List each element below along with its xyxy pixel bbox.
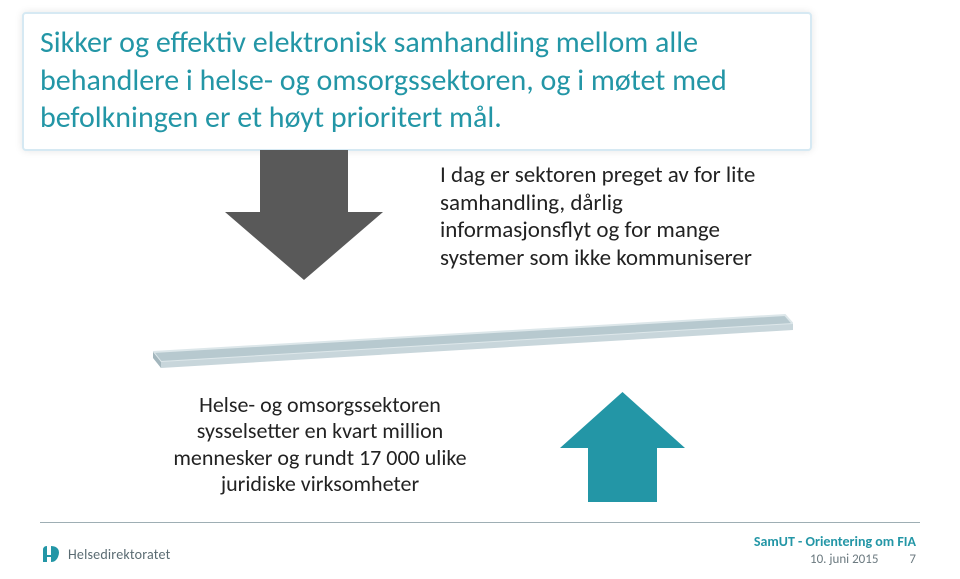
footer-right: SamUT - Orientering om FIA 10. juni 2015… bbox=[754, 533, 916, 567]
slide-title: Sikker og effektiv elektronisk samhandli… bbox=[40, 24, 794, 137]
body-paragraph: I dag er sektoren preget av for lite sam… bbox=[440, 162, 770, 272]
footer-date: 10. juni 2015 bbox=[810, 552, 878, 567]
footer-presentation-title: SamUT - Orientering om FIA bbox=[754, 533, 916, 550]
arrow-up-icon bbox=[560, 392, 685, 502]
footer-rule bbox=[40, 522, 920, 523]
arrow-down-icon bbox=[225, 150, 383, 280]
footer-page-number: 7 bbox=[909, 552, 916, 567]
divider-bar bbox=[153, 312, 793, 372]
footer-logo-text: Helsedirektoratet bbox=[68, 546, 171, 563]
title-box: Sikker og effektiv elektronisk samhandli… bbox=[22, 12, 812, 151]
sector-paragraph: Helse- og omsorgssektoren sysselsetter e… bbox=[155, 392, 485, 498]
footer-logo: Helsedirektoratet bbox=[40, 543, 171, 565]
helsedirektoratet-icon bbox=[40, 543, 62, 565]
footer-meta: 10. juni 2015 7 bbox=[754, 552, 916, 567]
slide: Sikker og effektiv elektronisk samhandli… bbox=[0, 0, 960, 579]
